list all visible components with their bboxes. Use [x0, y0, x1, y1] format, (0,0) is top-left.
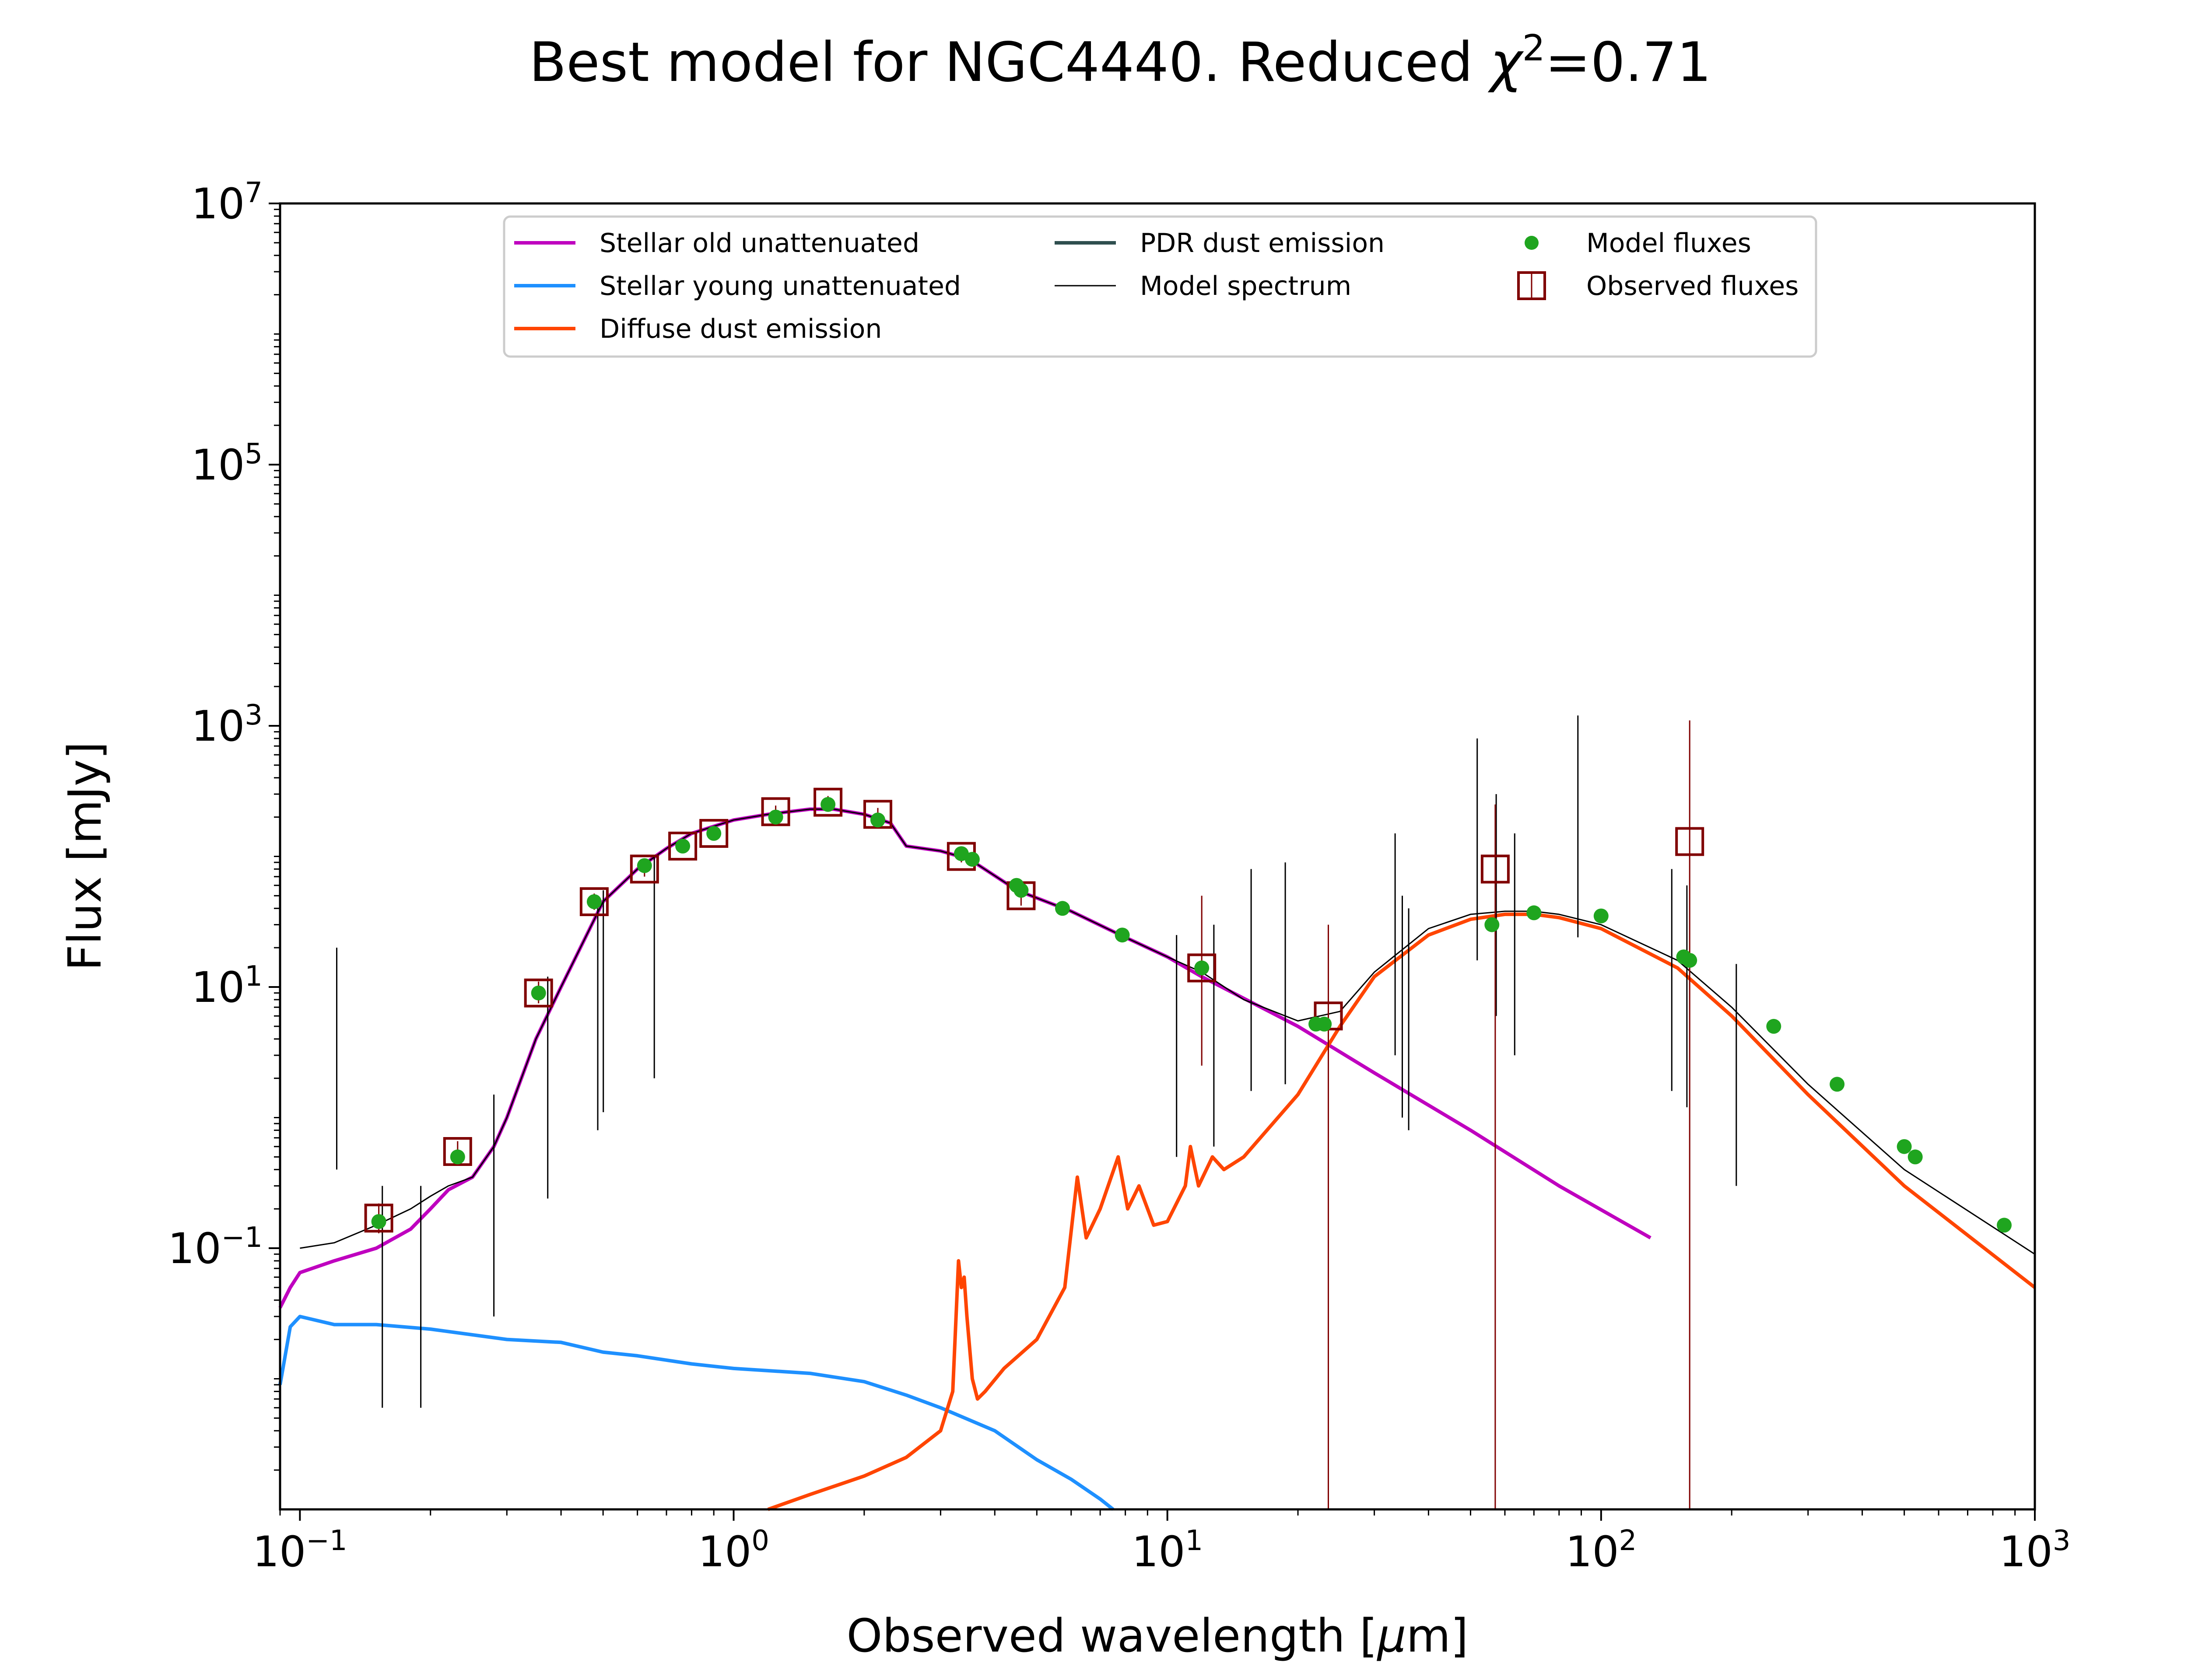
model-flux-15	[1055, 901, 1070, 916]
y-axis-label: Flux [mJy]	[58, 742, 112, 971]
y-tick-label: 107	[191, 177, 263, 228]
x-tick-label: 10−1	[252, 1525, 347, 1576]
observed-flux-16	[1675, 827, 1704, 856]
axes-background	[280, 203, 2035, 1509]
series-stellar-young-unattenuated	[278, 1315, 1115, 1511]
model-flux-4	[586, 894, 602, 909]
x-axis-label: Observed wavelength [μm]	[847, 1609, 1469, 1662]
model-flux-9	[820, 797, 836, 812]
legend-label: Model fluxes	[1586, 228, 1751, 259]
legend-frame	[503, 215, 1817, 358]
model-flux-24	[1682, 953, 1697, 968]
observed-flux-2	[443, 1137, 472, 1166]
observed-flux-9	[813, 788, 843, 817]
legend: Stellar old unattenuated Stellar young un…	[503, 215, 1817, 358]
model-flux-1	[371, 1214, 386, 1229]
observed-flux-8	[761, 797, 790, 826]
model-flux-2	[450, 1149, 465, 1165]
model-flux-6	[675, 838, 691, 854]
observed-flux-4	[579, 887, 609, 916]
legend-item-stellar-young-unattenuated: Stellar young unattenuated	[514, 271, 961, 301]
model-flux-7	[706, 826, 722, 841]
model-flux-27	[1897, 1139, 1912, 1154]
model-flux-20	[1484, 917, 1500, 932]
plot-area	[280, 203, 2035, 1509]
model-flux-14	[1013, 883, 1029, 898]
model-flux-21	[1526, 905, 1542, 920]
legend-label: Diffuse dust emission	[600, 314, 882, 344]
spectral-lines-layer	[336, 715, 1737, 1408]
legend-label: Observed fluxes	[1586, 271, 1799, 301]
observed-flux-6	[668, 831, 698, 861]
x-tick-label: 101	[1132, 1525, 1203, 1576]
model-flux-22	[1593, 908, 1609, 924]
y-tick-label: 103	[191, 699, 263, 751]
legend-item-model-spectrum: Model spectrum	[1055, 271, 1351, 301]
model-flux-8	[768, 809, 783, 825]
model-flux-19	[1317, 1016, 1332, 1032]
x-tick-label: 100	[698, 1525, 769, 1576]
y-axis-ticks: 10−1 101 103 105 107	[168, 177, 280, 1471]
model-flux-10	[870, 812, 885, 828]
model-flux-16	[1115, 928, 1130, 943]
legend-label: PDR dust emission	[1140, 228, 1385, 259]
model-fluxes-layer	[371, 797, 2012, 1233]
observed-flux-15	[1480, 854, 1510, 884]
legend-label: Model spectrum	[1140, 271, 1351, 301]
legend-swatch	[1525, 236, 1539, 250]
x-axis-ticks: 10−1 100 101 102 103	[252, 1509, 2070, 1576]
legend-item-stellar-old-unattenuated: Stellar old unattenuated	[514, 228, 919, 259]
observed-flux-5	[630, 854, 659, 884]
model-flux-26	[1830, 1077, 1845, 1092]
model-flux-3	[531, 985, 546, 1001]
model-flux-29	[1997, 1218, 2012, 1233]
observed-flux-13	[1187, 953, 1217, 983]
legend-item-pdr-dust-emission: PDR dust emission	[1055, 228, 1385, 259]
model-flux-12	[964, 852, 980, 867]
observed-flux-1	[364, 1204, 393, 1233]
observed-flux-3	[524, 978, 553, 1008]
x-tick-label: 102	[1565, 1525, 1637, 1576]
model-flux-28	[1907, 1149, 1923, 1165]
model-flux-11	[954, 846, 969, 861]
legend-label: Stellar young unattenuated	[600, 271, 961, 301]
model-flux-25	[1766, 1018, 1781, 1034]
legend-item-observed-fluxes: Observed fluxes	[1517, 271, 1799, 301]
y-tick-label: 10−1	[168, 1222, 263, 1273]
y-tick-label: 101	[191, 960, 263, 1012]
model-flux-17	[1194, 960, 1210, 976]
legend-item-diffuse-dust-emission: Diffuse dust emission	[514, 314, 882, 344]
y-tick-label: 105	[191, 438, 263, 490]
x-tick-label: 103	[1999, 1525, 2071, 1576]
model-flux-5	[637, 858, 652, 873]
legend-label: Stellar old unattenuated	[600, 228, 919, 259]
chart-title: Best model for NGC4440. Reduced χ2=0.71	[529, 28, 1711, 94]
legend-item-model-fluxes: Model fluxes	[1525, 228, 1751, 259]
observed-flux-7	[699, 819, 729, 848]
